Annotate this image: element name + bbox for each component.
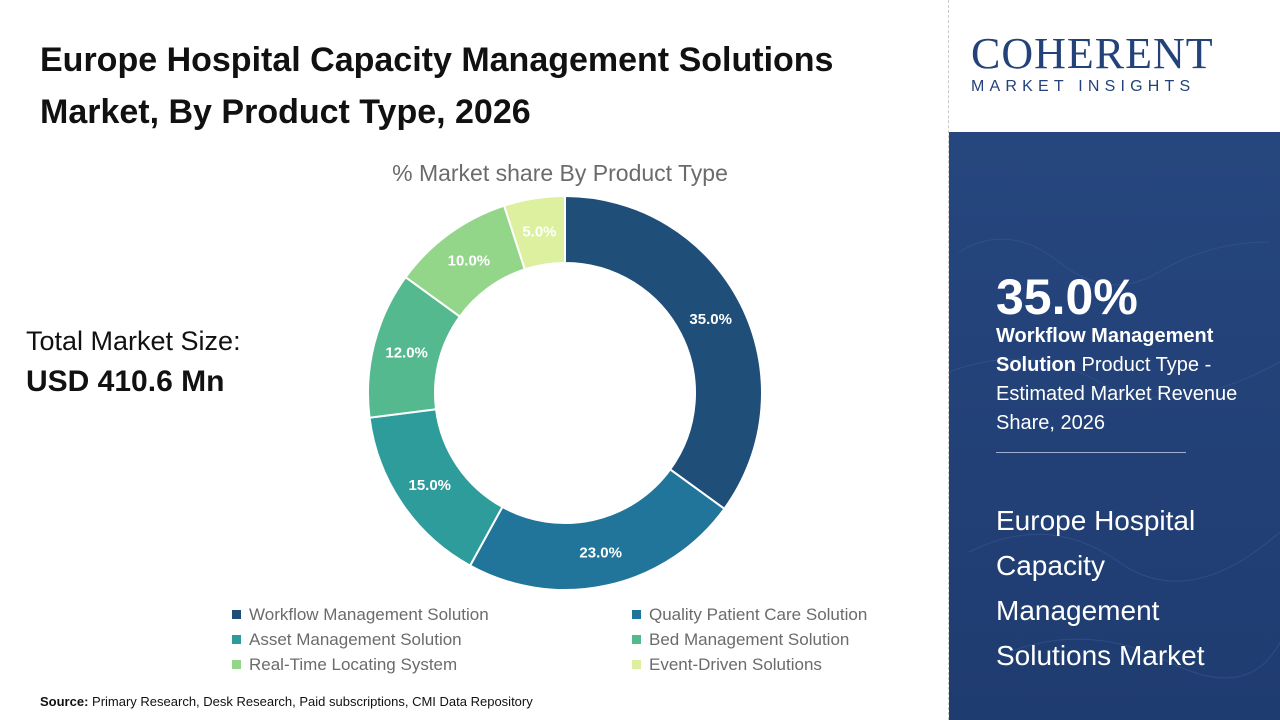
map-texture-decoration bbox=[949, 238, 1280, 679]
highlight-desc-text: Product Type - Estimated Market Revenue … bbox=[996, 354, 1238, 434]
legend-item: Real-Time Locating System bbox=[232, 654, 632, 675]
slice-data-label: 35.0% bbox=[689, 311, 732, 328]
market-size-value: USD 410.6 Mn bbox=[26, 365, 225, 398]
source-note: Source: Primary Research, Desk Research,… bbox=[40, 694, 533, 709]
highlight-segment: Workflow Management Solution bbox=[996, 325, 1214, 376]
page-title: Europe Hospital Capacity Management Solu… bbox=[40, 34, 920, 138]
legend-item: Quality Patient Care Solution bbox=[632, 604, 912, 625]
brand-name: COHERENT bbox=[971, 29, 1214, 78]
legend-label: Real-Time Locating System bbox=[249, 654, 458, 674]
legend-item: Workflow Management Solution bbox=[232, 604, 632, 625]
title-line-1: Europe Hospital Capacity Management Solu… bbox=[40, 41, 834, 79]
legend-item: Bed Management Solution bbox=[632, 629, 912, 650]
chart-legend: Workflow Management Solution Quality Pati… bbox=[232, 604, 912, 675]
legend-swatch bbox=[632, 660, 641, 669]
slice-data-label: 15.0% bbox=[408, 477, 451, 494]
source-label: Source: bbox=[40, 694, 89, 709]
title-line-2: Market, By Product Type, 2026 bbox=[40, 93, 531, 131]
donut-chart: 35.0% 23.0% 15.0% 12.0% 10.0% 5.0% bbox=[367, 194, 763, 591]
side-panel: COHERENT MARKET INSIGHTS 35.0% Workflow … bbox=[949, 0, 1280, 720]
legend-swatch bbox=[232, 660, 241, 669]
main-panel: Europe Hospital Capacity Management Solu… bbox=[26, 0, 949, 720]
legend-label: Asset Management Solution bbox=[249, 629, 462, 649]
legend-swatch bbox=[632, 635, 641, 644]
donut-slice bbox=[468, 468, 726, 591]
brand-logo: COHERENT MARKET INSIGHTS bbox=[949, 0, 1280, 132]
chart-title: % Market share By Product Type bbox=[392, 160, 728, 186]
market-name: Europe Hospital Capacity Management Solu… bbox=[996, 505, 1205, 671]
legend-swatch bbox=[632, 610, 641, 619]
market-size-label: Total Market Size: bbox=[26, 326, 241, 356]
donut-slice bbox=[502, 194, 566, 271]
divider bbox=[996, 452, 1186, 453]
legend-label: Event-Driven Solutions bbox=[649, 654, 822, 674]
source-text: Primary Research, Desk Research, Paid su… bbox=[92, 694, 533, 709]
slice-data-label: 23.0% bbox=[579, 545, 622, 562]
slice-data-label: 5.0% bbox=[522, 224, 556, 241]
slice-data-label: 10.0% bbox=[448, 253, 491, 270]
legend-label: Bed Management Solution bbox=[649, 629, 850, 649]
slice-data-label: 12.0% bbox=[385, 344, 428, 361]
market-size-block: Total Market Size: USD 410.6 Mn bbox=[26, 326, 241, 399]
legend-swatch bbox=[232, 635, 241, 644]
legend-label: Workflow Management Solution bbox=[249, 604, 489, 624]
donut-slice bbox=[564, 194, 763, 511]
legend-item: Asset Management Solution bbox=[232, 629, 632, 650]
highlight-percent: 35.0% bbox=[996, 269, 1138, 325]
legend-label: Quality Patient Care Solution bbox=[649, 604, 868, 624]
legend-item: Event-Driven Solutions bbox=[632, 654, 912, 675]
highlight-box: 35.0% Workflow Management Solution Produ… bbox=[949, 132, 1280, 720]
brand-tagline: MARKET INSIGHTS bbox=[971, 78, 1196, 95]
highlight-description: Workflow Management Solution Product Typ… bbox=[996, 322, 1256, 438]
legend-swatch bbox=[232, 610, 241, 619]
